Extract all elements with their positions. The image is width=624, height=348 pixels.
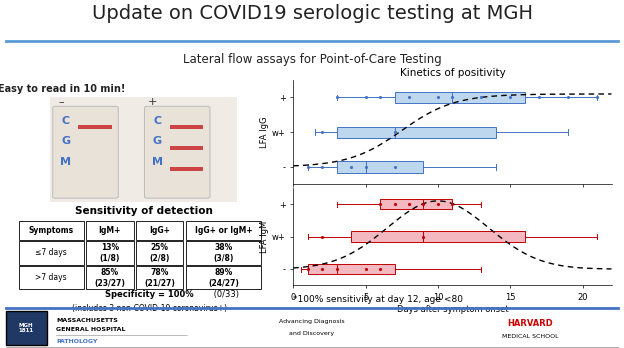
Text: IgM+: IgM+: [99, 226, 121, 235]
Text: MGH
1811: MGH 1811: [19, 323, 34, 333]
FancyBboxPatch shape: [6, 311, 47, 345]
Text: MASSACHUSETTS: MASSACHUSETTS: [56, 318, 118, 323]
Text: IgG+: IgG+: [149, 226, 170, 235]
Text: 85%
(23/27): 85% (23/27): [94, 268, 125, 288]
FancyBboxPatch shape: [52, 106, 118, 198]
FancyBboxPatch shape: [136, 221, 183, 240]
Bar: [170, 146, 203, 150]
FancyBboxPatch shape: [144, 106, 210, 198]
Bar: [78, 125, 112, 129]
Text: (0/33): (0/33): [212, 290, 240, 299]
FancyBboxPatch shape: [19, 241, 84, 264]
FancyBboxPatch shape: [86, 266, 134, 290]
Text: G: G: [61, 136, 71, 147]
Text: M: M: [152, 157, 163, 167]
Text: Lateral flow assays for Point-of-Care Testing: Lateral flow assays for Point-of-Care Te…: [183, 53, 441, 66]
Bar: [337, 127, 496, 138]
Text: (includes 3 non-COVID-19 coronavirus+): (includes 3 non-COVID-19 coronavirus+): [72, 304, 227, 313]
Bar: [380, 199, 452, 209]
Text: +: +: [148, 97, 158, 107]
Y-axis label: LFA IgM: LFA IgM: [260, 221, 269, 253]
Text: MEDICAL SCHOOL: MEDICAL SCHOOL: [502, 334, 558, 339]
X-axis label: Days after symptom onset: Days after symptom onset: [397, 305, 508, 314]
Text: Symptoms: Symptoms: [29, 226, 74, 235]
FancyBboxPatch shape: [86, 241, 134, 264]
FancyBboxPatch shape: [186, 241, 261, 264]
Title: Kinetics of positivity: Kinetics of positivity: [399, 68, 505, 78]
Text: HARVARD: HARVARD: [507, 319, 553, 328]
Y-axis label: LFA IgG: LFA IgG: [260, 117, 269, 148]
Bar: [337, 161, 424, 173]
Text: M: M: [61, 157, 71, 167]
Text: 89%
(24/27): 89% (24/27): [208, 268, 239, 288]
Text: PATHOLOGY: PATHOLOGY: [56, 339, 98, 344]
Text: Specificity = 100%: Specificity = 100%: [105, 290, 194, 299]
Text: 25%
(2/8): 25% (2/8): [150, 243, 170, 263]
FancyBboxPatch shape: [19, 221, 84, 240]
Text: Easy to read in 10 min!: Easy to read in 10 min!: [0, 84, 125, 94]
FancyBboxPatch shape: [19, 266, 84, 290]
Text: Advancing Diagnosis: Advancing Diagnosis: [279, 319, 345, 324]
FancyBboxPatch shape: [86, 221, 134, 240]
Text: C: C: [154, 116, 162, 126]
Text: ≤7 days: ≤7 days: [36, 248, 67, 258]
FancyBboxPatch shape: [136, 241, 183, 264]
Bar: [394, 92, 525, 103]
FancyBboxPatch shape: [186, 221, 261, 240]
Text: G: G: [153, 136, 162, 147]
Bar: [308, 264, 394, 274]
Text: –: –: [58, 97, 64, 107]
FancyBboxPatch shape: [136, 266, 183, 290]
Text: Sensitivity of detection: Sensitivity of detection: [75, 206, 212, 215]
Text: C: C: [62, 116, 70, 126]
Text: 13%
(1/8): 13% (1/8): [100, 243, 120, 263]
Text: 78%
(21/27): 78% (21/27): [144, 268, 175, 288]
Text: >7 days: >7 days: [36, 273, 67, 282]
Text: 38%
(3/8): 38% (3/8): [213, 243, 233, 263]
FancyBboxPatch shape: [186, 266, 261, 290]
Text: IgG+ or IgM+: IgG+ or IgM+: [195, 226, 252, 235]
Text: Update on COVID19 serologic testing at MGH: Update on COVID19 serologic testing at M…: [92, 4, 532, 23]
Text: *100% sensitivity at day 12, age <80: *100% sensitivity at day 12, age <80: [293, 295, 463, 304]
Text: and Discovery: and Discovery: [290, 332, 334, 337]
Text: GENERAL HOSPITAL: GENERAL HOSPITAL: [56, 327, 125, 332]
Bar: [351, 231, 525, 242]
Bar: [170, 125, 203, 129]
Bar: [170, 167, 203, 171]
